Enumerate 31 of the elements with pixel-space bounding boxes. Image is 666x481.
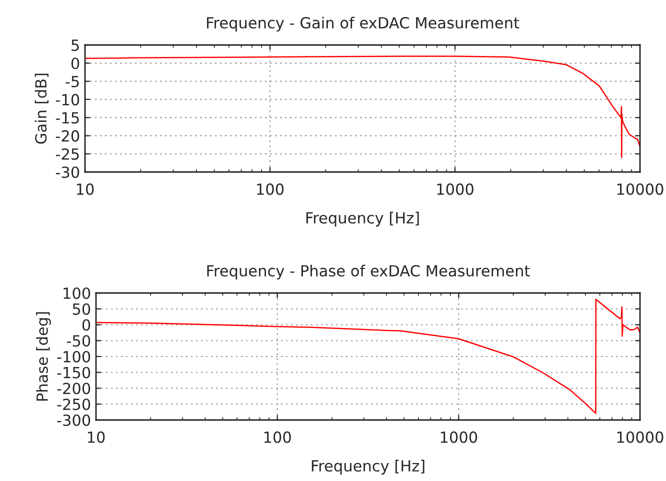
x-tick-label: 10 xyxy=(76,183,94,195)
chart-title: Frequency - Gain of exDAC Measurement xyxy=(207,16,520,32)
x-axis-title: Frequency [Hz] xyxy=(306,212,419,227)
y-axis-title: Gain [dB] xyxy=(34,74,48,144)
y-tick-label: 0 xyxy=(71,58,80,70)
chart-title: Frequency - Phase of exDAC Measurement xyxy=(207,264,530,280)
y-tick-label: -10 xyxy=(56,94,80,106)
y-tick-label: -100 xyxy=(57,350,90,363)
x-tick-label: 10000 xyxy=(617,431,664,443)
x-tick-label: 10 xyxy=(88,431,105,443)
x-tick-label: 100 xyxy=(257,183,284,195)
y-tick-label: 100 xyxy=(64,287,90,300)
y-tick-label: 0 xyxy=(82,319,90,331)
y-tick-label: -15 xyxy=(56,112,79,124)
x-tick-label: 1000 xyxy=(440,431,478,443)
y-tick-label: -150 xyxy=(57,366,90,378)
x-axis-title: Frequency [Hz] xyxy=(312,460,424,475)
x-tick-label: 100 xyxy=(264,431,291,443)
y-tick-label: -50 xyxy=(66,335,90,347)
y-tick-label: -250 xyxy=(57,398,90,410)
y-axis-title: Phase [deg] xyxy=(36,312,51,401)
x-tick-label: 10000 xyxy=(617,183,664,195)
y-tick-label: -20 xyxy=(56,130,80,142)
y-tick-label: -30 xyxy=(56,166,80,178)
y-tick-label: 5 xyxy=(72,40,79,52)
y-tick-label: -200 xyxy=(57,382,90,394)
y-tick-label: -25 xyxy=(56,148,79,160)
y-tick-label: -300 xyxy=(57,414,90,426)
y-tick-label: 50 xyxy=(72,303,90,315)
y-tick-label: -5 xyxy=(66,76,79,88)
x-tick-label: 1000 xyxy=(437,183,474,195)
